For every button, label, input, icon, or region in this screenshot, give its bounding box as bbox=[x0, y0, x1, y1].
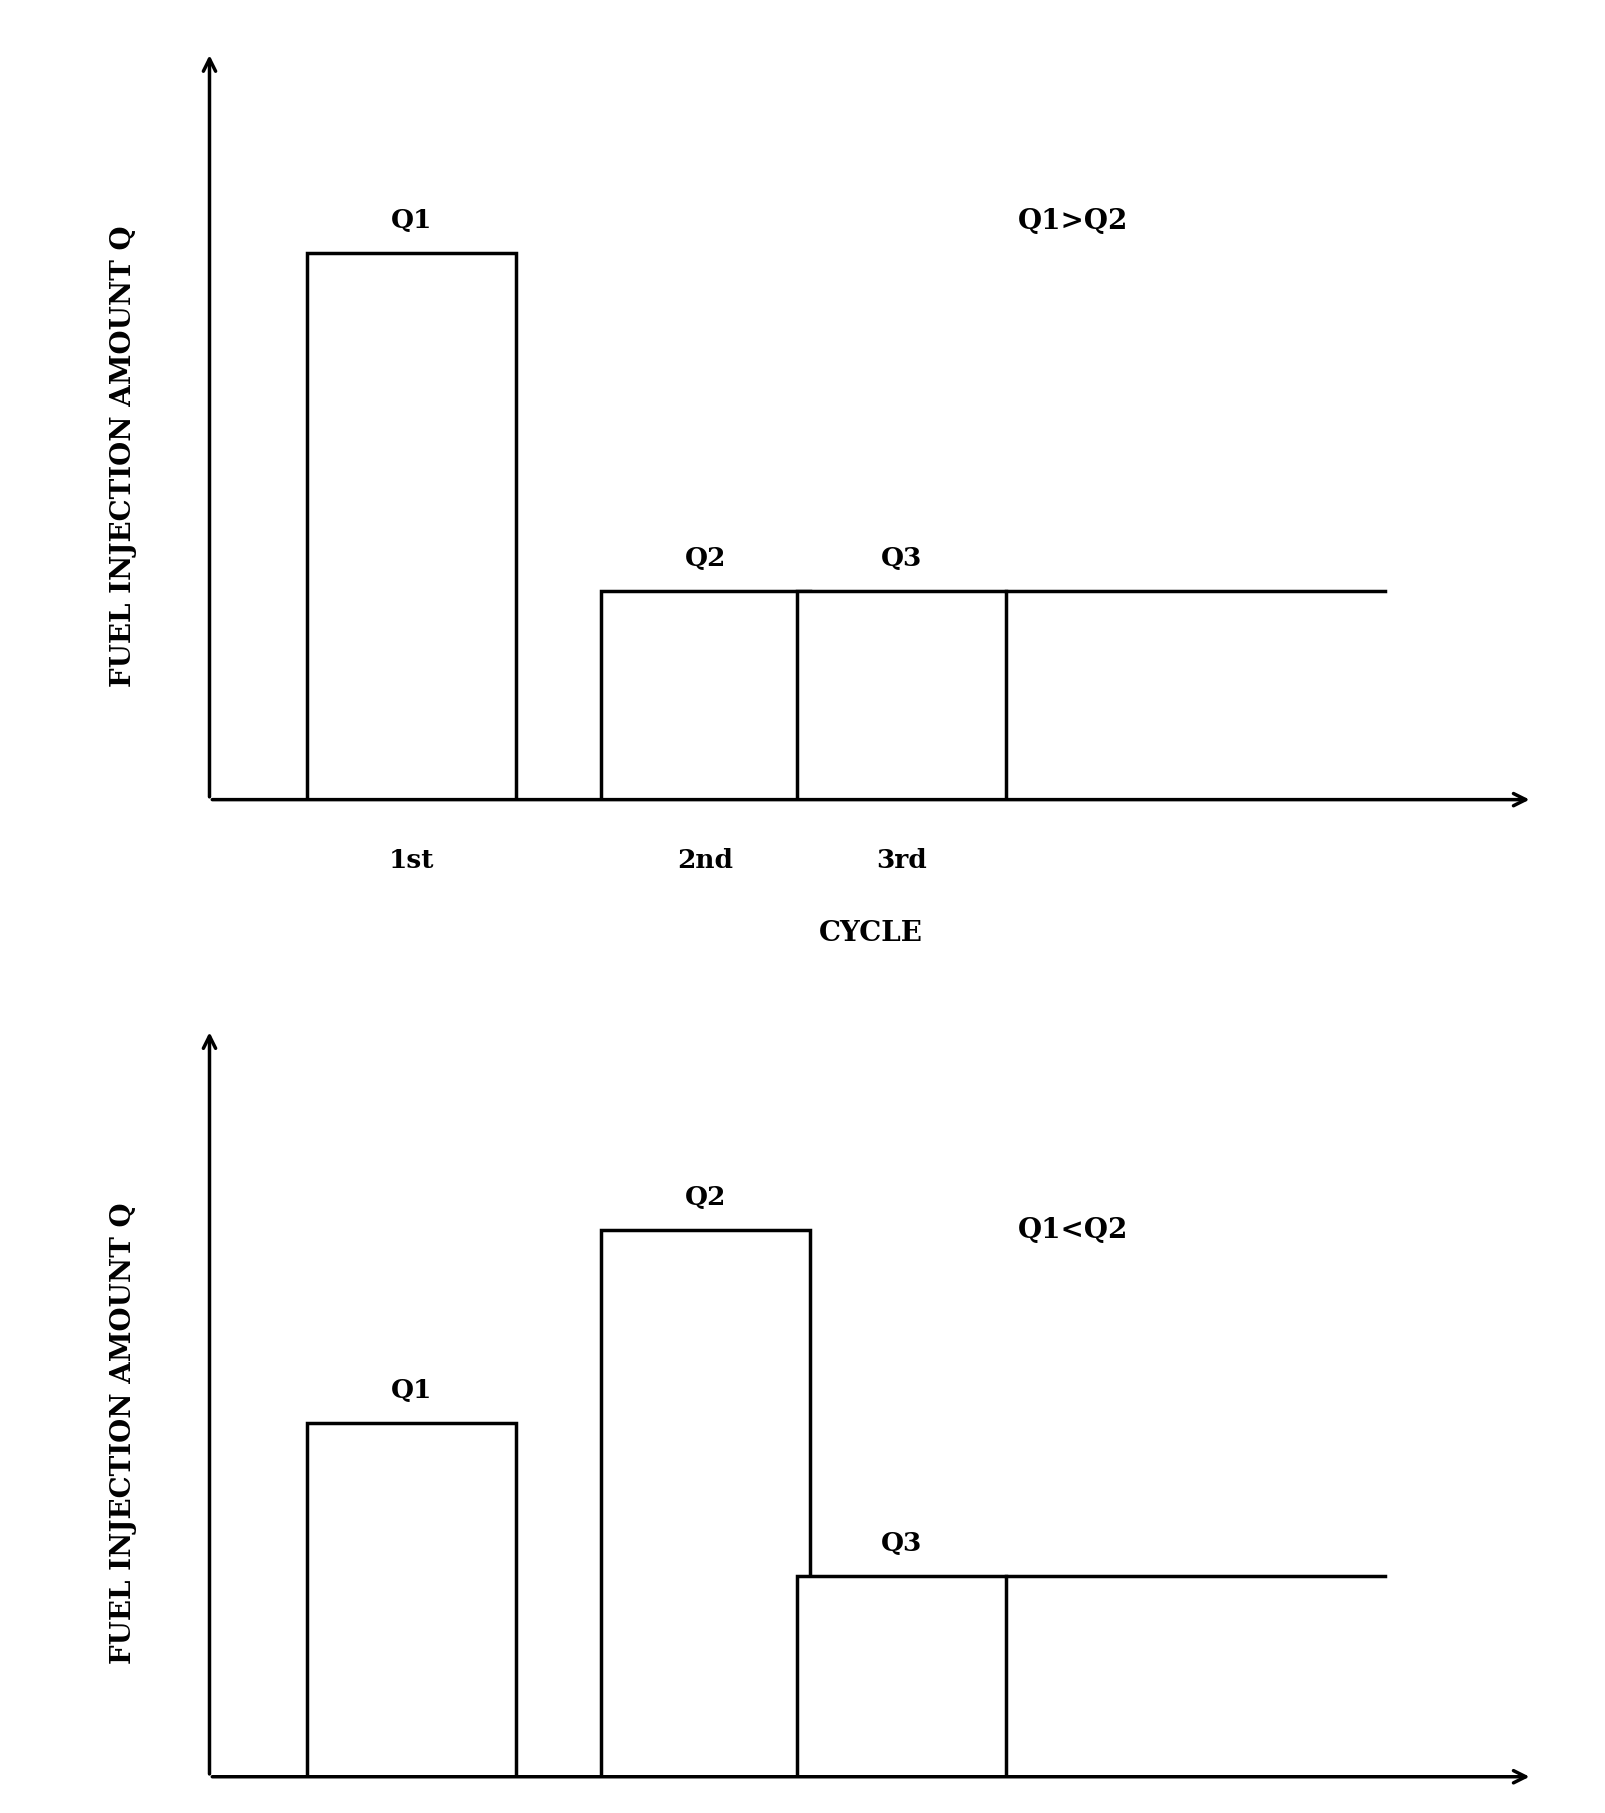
Text: Q3: Q3 bbox=[881, 1530, 923, 1556]
Text: FUEL INJECTION AMOUNT Q: FUEL INJECTION AMOUNT Q bbox=[111, 225, 138, 687]
Text: 1st: 1st bbox=[388, 848, 435, 872]
Text: Q3: Q3 bbox=[881, 546, 923, 571]
Bar bbox=[798, 591, 1006, 800]
Text: Q2: Q2 bbox=[685, 546, 725, 571]
Text: Q2: Q2 bbox=[685, 1186, 725, 1211]
Text: CYCLE: CYCLE bbox=[819, 921, 923, 946]
Bar bbox=[602, 591, 809, 800]
Text: 3rd: 3rd bbox=[876, 848, 928, 872]
Bar bbox=[308, 1423, 515, 1777]
Bar bbox=[308, 254, 515, 800]
Bar bbox=[602, 1231, 809, 1777]
Text: FUEL INJECTION AMOUNT Q: FUEL INJECTION AMOUNT Q bbox=[111, 1202, 138, 1664]
Text: Q1: Q1 bbox=[392, 1378, 432, 1403]
Text: Q1<Q2: Q1<Q2 bbox=[1018, 1217, 1128, 1244]
Text: Q1>Q2: Q1>Q2 bbox=[1018, 207, 1128, 234]
Text: Q1: Q1 bbox=[392, 208, 432, 234]
Text: 2nd: 2nd bbox=[677, 848, 733, 872]
Bar bbox=[798, 1575, 1006, 1777]
